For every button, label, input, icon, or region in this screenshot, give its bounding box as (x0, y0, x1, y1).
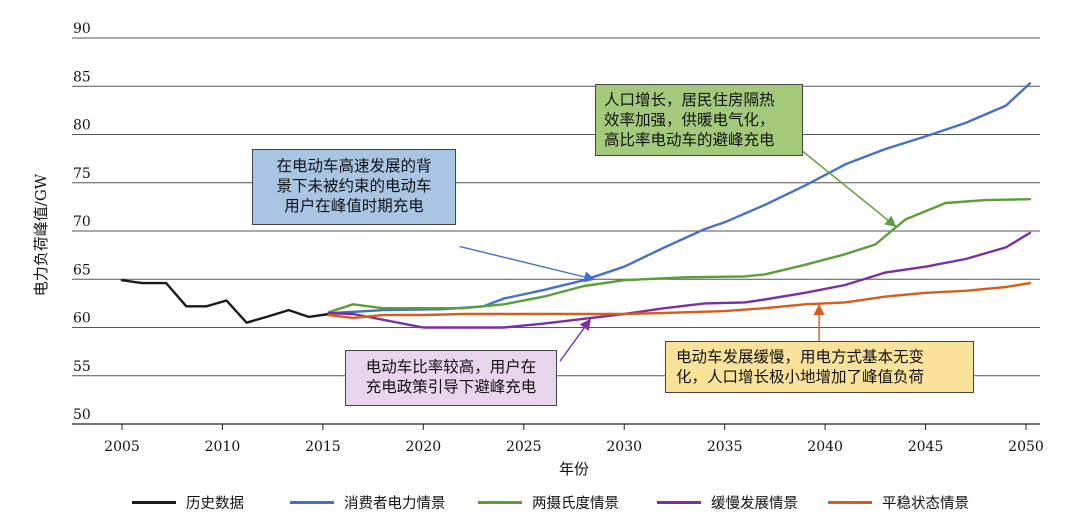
legend-swatch (657, 500, 701, 504)
annotation-arrow (459, 245, 596, 283)
legend-label: 缓慢发展情景 (711, 495, 798, 512)
x-tick-label: 2015 (305, 439, 341, 455)
legend-label: 历史数据 (186, 495, 244, 512)
y-tick-label: 90 (73, 21, 91, 37)
series-steady-state (327, 281, 1032, 320)
annotation-line: 在电动车高速发展的背 (276, 157, 432, 175)
x-tick-label: 2005 (104, 439, 140, 455)
annotation-line: 用户在峰值时期充电 (284, 197, 424, 215)
legend-item-two-degrees: 两摄氏度情景 (478, 488, 619, 516)
annotation-line: 化，人口增长极小地增加了峰值负荷 (676, 368, 925, 386)
annotation-line: 电动车发展缓慢，用电方式基本无变 (676, 348, 925, 366)
legend-swatch (290, 500, 334, 504)
x-axis-label: 年份 (559, 460, 589, 478)
annotation-line: 人口增长，居民住房隔热 (604, 91, 775, 109)
annotation-arrow (559, 318, 591, 362)
legend-swatch (132, 500, 176, 504)
y-tick-label: 70 (73, 214, 91, 230)
annotation-arrow (800, 149, 897, 228)
legend-item-slow-progression: 缓慢发展情景 (657, 488, 798, 516)
y-tick-label: 55 (73, 359, 91, 375)
chart-legend: 历史数据 消费者电力情景 两摄氏度情景 缓慢发展情景 平稳状态情景 (0, 488, 1080, 516)
legend-label: 平稳状态情景 (882, 495, 969, 512)
y-tick-label: 50 (73, 407, 91, 423)
series-slow-progression (327, 231, 1032, 329)
annotation-arrows (459, 149, 897, 362)
axis-ticks: 50 55 60 65 70 75 80 85 90 2005 2010 2015 2020 2025 20… (73, 21, 1044, 455)
legend-item-history: 历史数据 (132, 488, 244, 516)
annotation-two-degrees: 人口增长，居民住房隔热 效率加强，供暖电气化， 高比率电动车的避峰充电 (595, 84, 803, 156)
series-history (120, 279, 331, 324)
x-tick-label: 2040 (807, 439, 843, 455)
annotation-consumer-power: 在电动车高速发展的背 景下未被约束的电动车 用户在峰值时期充电 (252, 149, 456, 225)
annotation-line: 高比率电动车的避峰充电 (604, 131, 775, 149)
annotation-line: 电动车比率较高，用户在 (365, 358, 537, 376)
y-tick-label: 85 (73, 69, 91, 85)
x-tick-label: 2030 (606, 439, 642, 455)
annotation-line: 充电政策引导下避峰充电 (365, 378, 537, 396)
legend-item-consumer-power: 消费者电力情景 (290, 488, 446, 516)
legend-swatch (478, 500, 522, 504)
x-tick-label: 2045 (908, 439, 944, 455)
x-tick-label: 2025 (506, 439, 542, 455)
y-tick-label: 80 (73, 118, 91, 134)
y-tick-label: 60 (73, 311, 91, 327)
y-tick-label: 65 (73, 262, 91, 278)
series-two-degrees (327, 197, 1032, 314)
legend-swatch (828, 500, 872, 504)
legend-item-steady-state: 平稳状态情景 (828, 488, 969, 516)
legend-label: 消费者电力情景 (344, 495, 446, 512)
annotation-slow-progression: 电动车比率较高，用户在 充电政策引导下避峰充电 (345, 350, 557, 406)
annotation-steady-state: 电动车发展缓慢，用电方式基本无变 化，人口增长极小地增加了峰值负荷 (665, 341, 974, 393)
annotation-line: 效率加强，供暖电气化， (604, 111, 775, 129)
gridlines (72, 37, 1040, 425)
y-tick-label: 75 (73, 166, 91, 182)
x-tick-label: 2050 (1008, 439, 1044, 455)
y-axis-label: 电力负荷峰值/GW (32, 173, 50, 296)
annotation-line: 景下未被约束的电动车 (276, 177, 432, 195)
x-tick-label: 2035 (707, 439, 743, 455)
x-tick-label: 2020 (406, 439, 442, 455)
x-tick-label: 2010 (205, 439, 241, 455)
legend-label: 两摄氏度情景 (532, 495, 619, 512)
series-lines (120, 82, 1032, 329)
